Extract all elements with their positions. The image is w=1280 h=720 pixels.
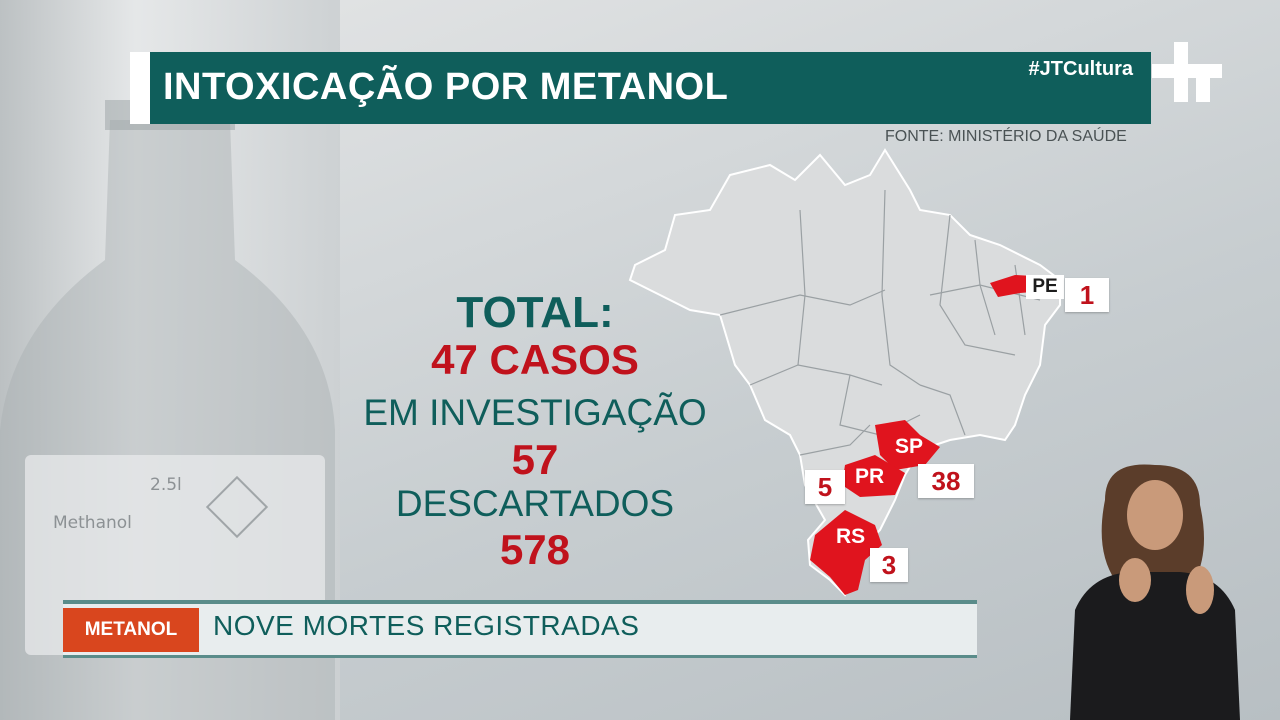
lower-third-banner: METANOL NOVE MORTES REGISTRADAS: [63, 600, 977, 658]
page-title: INTOXICAÇÃO POR METANOL: [163, 66, 729, 108]
state-rs-count: 3: [870, 548, 908, 582]
bottle-product-text: Methanol: [53, 513, 132, 533]
total-value: 47 CASOS: [431, 336, 639, 383]
discarded-label: DESCARTADOS: [395, 483, 675, 524]
state-sp-count: 38: [918, 464, 974, 498]
state-sp-label: SP: [895, 435, 924, 458]
discarded-value: 578: [499, 526, 571, 573]
state-pe-label: PE: [1026, 275, 1064, 299]
lower-third-headline: NOVE MORTES REGISTRADAS: [213, 610, 640, 641]
state-pe-count: 1: [1065, 278, 1109, 312]
flame-hazard-icon: [205, 475, 269, 539]
state-sp-shape: [875, 420, 940, 470]
state-pr-shape: [842, 455, 905, 497]
brazil-map: [628, 148, 1061, 597]
tv-cultura-logo-icon: [1152, 42, 1222, 102]
bottle-volume-text: 2.5l: [150, 475, 182, 495]
source-credit: FONTE: MINISTÉRIO DA SAÚDE: [885, 128, 1127, 145]
lower-third-tag: METANOL: [63, 608, 199, 652]
state-pr-label: PR: [855, 465, 885, 488]
total-label: TOTAL:: [456, 288, 614, 337]
hashtag-label: #JTCultura: [1028, 58, 1133, 80]
state-rs-label: RS: [836, 525, 866, 548]
title-bar: INTOXICAÇÃO POR METANOL #JTCultura: [130, 52, 1151, 124]
investigation-value: 57: [511, 436, 559, 483]
brazil-outline: [628, 148, 1061, 597]
state-rs-shape: [810, 510, 882, 595]
state-pr-count: 5: [805, 470, 845, 504]
investigation-label: EM INVESTIGAÇÃO: [363, 392, 707, 433]
sign-language-interpreter: [1070, 464, 1240, 720]
